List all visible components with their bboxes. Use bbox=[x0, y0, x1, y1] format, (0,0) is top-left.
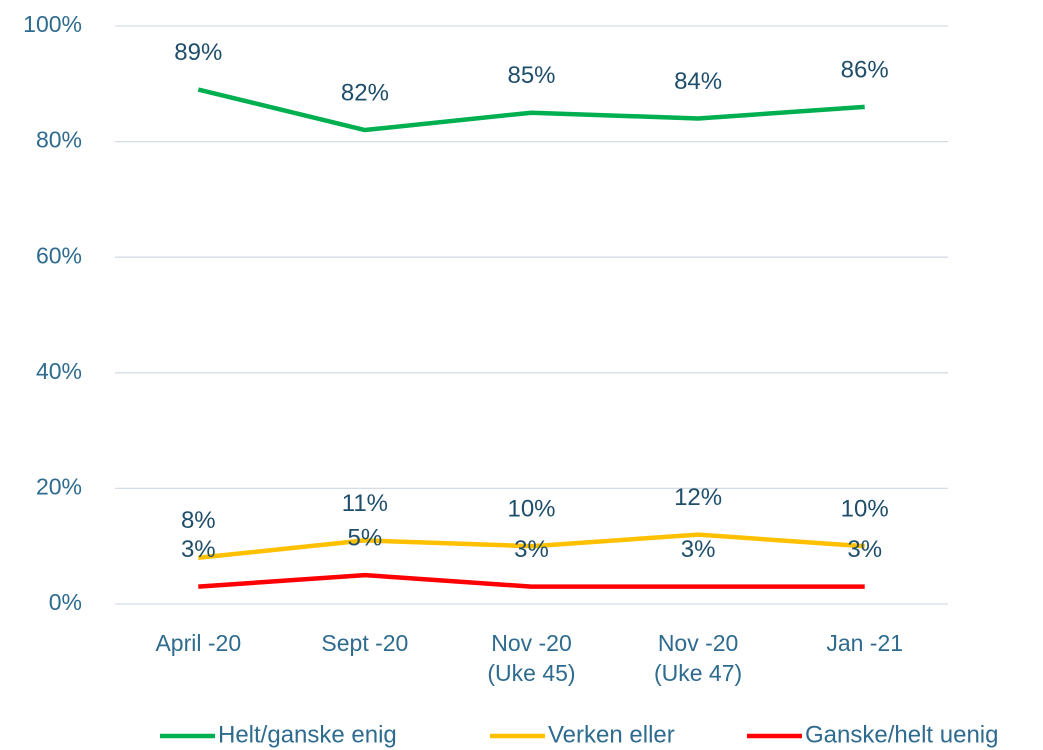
data-label: 82% bbox=[341, 79, 389, 106]
x-tick-label: Jan -21 bbox=[826, 630, 904, 656]
data-label: 86% bbox=[841, 56, 889, 83]
x-tick-label: April -20 bbox=[155, 630, 242, 656]
series-line bbox=[197, 87, 865, 133]
y-tick-label: 100% bbox=[23, 11, 82, 37]
x-tick-label: Nov -20 (Uke 45) bbox=[487, 630, 576, 686]
data-label: 84% bbox=[674, 68, 722, 95]
data-label: 10% bbox=[841, 496, 889, 523]
series-line bbox=[198, 532, 865, 560]
data-label: 3% bbox=[514, 536, 549, 563]
data-label: 12% bbox=[674, 484, 722, 511]
data-label: 8% bbox=[181, 507, 216, 534]
data-label: 3% bbox=[681, 536, 716, 563]
x-tick-label: Sept -20 bbox=[321, 630, 409, 656]
data-label: 5% bbox=[348, 524, 383, 551]
legend-label: Verken eller bbox=[548, 721, 675, 748]
y-tick-label: 0% bbox=[49, 589, 82, 615]
data-label: 3% bbox=[847, 536, 882, 563]
y-tick-label: 20% bbox=[36, 473, 82, 499]
data-label: 10% bbox=[507, 496, 555, 523]
data-label: 11% bbox=[342, 490, 388, 517]
y-tick-label: 60% bbox=[36, 242, 82, 268]
data-label: 3% bbox=[181, 536, 216, 563]
series-line bbox=[198, 572, 865, 589]
y-tick-label: 40% bbox=[36, 358, 82, 384]
x-tick-label: Nov -20 (Uke 47) bbox=[653, 630, 743, 686]
legend-label: Helt/ganske enig bbox=[218, 721, 397, 748]
data-label: 89% bbox=[174, 39, 222, 66]
legend-label: Ganske/helt uenig bbox=[805, 721, 998, 748]
data-label: 85% bbox=[507, 62, 555, 89]
y-tick-label: 80% bbox=[36, 127, 82, 153]
